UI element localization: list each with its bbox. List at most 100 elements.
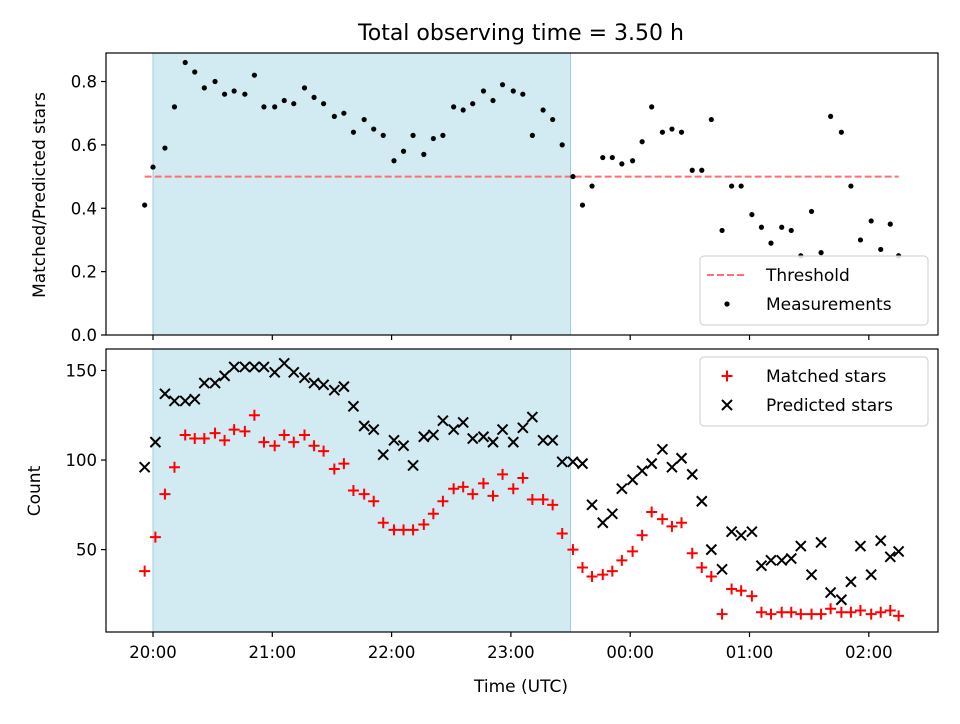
matched-star-point: [825, 603, 837, 615]
measurement-point: [272, 104, 278, 110]
measurement-point: [142, 202, 148, 208]
measurement-point: [400, 148, 407, 154]
y-tick-label: 0.0: [71, 326, 97, 345]
measurement-point: [639, 139, 645, 145]
measurement-point: [540, 107, 546, 113]
measurement-point: [430, 135, 436, 142]
matched-star-point: [219, 434, 231, 446]
predicted-star-point: [248, 361, 261, 373]
measurement-point: [649, 104, 655, 110]
x-tick-label: 22:00: [368, 643, 416, 662]
matched-star-point: [854, 605, 866, 617]
predicted-star-point: [626, 474, 639, 486]
measurement-point: [570, 173, 576, 180]
predicted-star-point: [388, 434, 400, 447]
predicted-star-point: [198, 377, 211, 389]
measurement-point: [669, 126, 675, 132]
predicted-star-point: [179, 395, 191, 407]
matched-star-point: [388, 524, 400, 536]
legend-measurement-swatch: [724, 301, 730, 307]
measurement-point: [421, 151, 427, 157]
matched-star-point: [735, 585, 747, 597]
measurement-point: [451, 104, 457, 110]
predicted-star-point: [805, 568, 818, 581]
predicted-star-point: [437, 414, 449, 427]
predicted-star-point: [556, 456, 568, 468]
y-tick-label: 50: [76, 541, 97, 560]
predicted-star-point: [576, 457, 589, 470]
matched-star-point: [149, 531, 161, 543]
measurement-point: [470, 101, 476, 107]
matched-star-point: [497, 468, 509, 480]
measurement-point: [391, 158, 397, 164]
predicted-star-point: [477, 431, 490, 443]
predicted-star-point: [666, 461, 678, 473]
matched-star-point: [556, 527, 568, 539]
predicted-star-point: [586, 499, 598, 511]
measurement-point: [162, 145, 168, 151]
matched-star-point: [258, 436, 270, 448]
matched-star-point: [576, 562, 588, 574]
measurement-point: [281, 97, 287, 104]
matched-star-point: [627, 545, 639, 557]
matched-star-point: [716, 608, 728, 620]
measurement-point: [579, 202, 586, 208]
measurement-point: [788, 227, 794, 234]
legend-label: Measurements: [766, 295, 892, 315]
measurement-point: [242, 91, 248, 97]
predicted-star-point: [597, 517, 609, 529]
matched-star-point: [675, 517, 687, 529]
predicted-star-point: [159, 388, 171, 400]
matched-star-point: [179, 429, 191, 441]
legend-label: Predicted stars: [766, 396, 893, 416]
predicted-star-point: [705, 543, 718, 556]
matched-star-point: [189, 433, 201, 445]
matched-star-point: [377, 517, 389, 529]
x-tick-label: 23:00: [487, 643, 535, 662]
predicted-star-point: [367, 423, 380, 436]
predicted-star-point: [218, 370, 231, 382]
predicted-star-point: [854, 540, 867, 552]
predicted-star-point: [427, 429, 440, 441]
legend-box: [699, 356, 929, 427]
predicted-star-point: [884, 551, 896, 563]
x-axis-label: Time (UTC): [473, 677, 568, 697]
predicted-star-point: [845, 576, 857, 588]
measurement-point: [150, 164, 156, 170]
matched-star-point: [487, 490, 499, 502]
predicted-star-point: [268, 366, 281, 378]
predicted-star-point: [815, 536, 827, 549]
measurement-point: [341, 110, 347, 116]
predicted-star-point: [487, 436, 499, 448]
matched-star-point: [437, 495, 449, 507]
matched-star-point: [299, 429, 311, 441]
measurement-point: [808, 208, 815, 215]
predicted-star-point: [358, 420, 370, 432]
predicted-star-point: [377, 448, 389, 461]
matched-star-point: [209, 427, 221, 439]
measurement-point: [708, 116, 714, 123]
predicted-star-point: [138, 461, 151, 473]
predicted-star-point: [755, 560, 768, 572]
predicted-star-point: [546, 434, 559, 447]
predicted-star-point: [347, 400, 360, 413]
measurement-point: [182, 59, 188, 66]
measurement-point: [261, 104, 267, 110]
measurement-point: [818, 250, 824, 256]
measurement-point: [600, 154, 606, 161]
predicted-star-point: [567, 456, 579, 468]
matched-star-point: [806, 608, 818, 620]
measurement-point: [251, 72, 258, 78]
matched-star-point: [139, 565, 151, 577]
matched-star-point: [875, 606, 887, 618]
measurement-point: [589, 183, 595, 189]
predicted-star-point: [209, 377, 221, 389]
matched-star-point: [358, 488, 370, 500]
matched-star-point: [696, 562, 708, 574]
predicted-star-point: [517, 422, 529, 434]
measurement-point: [331, 113, 337, 119]
matched-star-point: [705, 570, 717, 582]
predicted-star-point: [338, 380, 350, 393]
matched-star-point: [407, 524, 419, 536]
measurement-point: [878, 246, 884, 253]
